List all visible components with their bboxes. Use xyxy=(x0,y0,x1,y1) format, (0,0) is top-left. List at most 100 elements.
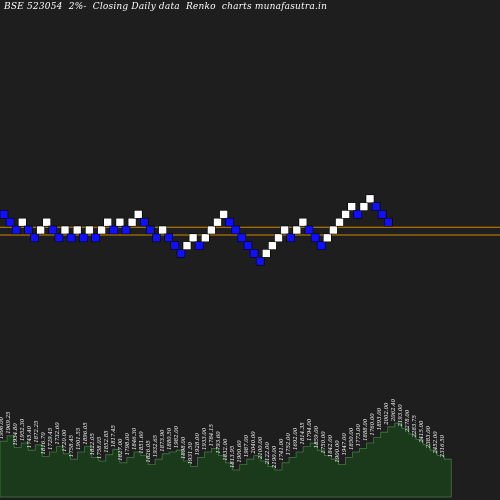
brick-price-label: 1900.60 xyxy=(237,440,243,463)
brick-price-label: 1773.00 xyxy=(356,424,362,447)
renko-brick-up xyxy=(341,210,350,219)
renko-brick-up xyxy=(329,225,338,235)
renko-brick-down xyxy=(79,233,88,243)
brick-price-label: 2122.00 xyxy=(265,442,271,466)
brick-price-label: 2278.00 xyxy=(405,409,411,433)
renko-brick-down xyxy=(11,225,21,235)
brick-price-label: 1873.90 xyxy=(160,429,166,452)
renko-brick-up xyxy=(158,225,167,235)
brick-price-label: 1852.85 xyxy=(104,430,110,453)
renko-brick-up xyxy=(298,217,308,227)
brick-price-label: 1827.00 xyxy=(118,438,124,461)
renko-brick-down xyxy=(24,225,33,235)
renko-brick-up xyxy=(201,233,210,243)
renko-brick-up xyxy=(268,241,277,250)
brick-price-label: 1741.00 xyxy=(279,438,285,461)
renko-brick-up xyxy=(292,225,302,235)
brick-price-label: 1888.00 xyxy=(363,418,369,441)
brick-price-label: 1928.00 xyxy=(195,433,201,456)
renko-brick-up xyxy=(359,202,369,211)
renko-brick-up xyxy=(103,217,112,227)
renko-brick-up xyxy=(60,225,70,235)
brick-price-label: 1745.40 xyxy=(27,425,33,448)
brick-price-label: 1952.30 xyxy=(20,418,26,441)
brick-price-label: 1832.00 xyxy=(223,438,229,461)
brick-price-label: 1872.25 xyxy=(34,420,40,443)
brick-price-label: 1758.45 xyxy=(69,434,75,457)
brick-price-label: 2193.00 xyxy=(398,404,404,428)
renko-brick-down xyxy=(170,241,180,250)
renko-brick-down xyxy=(194,241,204,250)
renko-brick-up xyxy=(207,225,216,235)
brick-price-label: 2062.40 xyxy=(391,398,397,422)
renko-brick-down xyxy=(249,249,259,258)
renko-brick-down xyxy=(5,217,15,227)
brick-price-label: 1969.25 xyxy=(6,411,12,434)
brick-price-label: 2316.50 xyxy=(440,434,446,458)
brick-price-label: 1752.00 xyxy=(286,433,292,456)
brick-price-label: 1859.00 xyxy=(314,425,320,448)
brick-price-label: 1893.00 xyxy=(377,407,383,430)
renko-brick-up xyxy=(127,217,137,227)
volume-layer xyxy=(0,422,452,498)
brick-price-label: 1842.00 xyxy=(328,434,334,457)
renko-brick-down xyxy=(225,217,234,227)
renko-brick-down xyxy=(255,256,265,266)
brick-price-label: 1850.00 xyxy=(349,427,355,450)
brick-price-label: 1931.50 xyxy=(188,442,194,465)
renko-brick-down xyxy=(383,217,393,227)
brick-price-label: 1896.05 xyxy=(83,422,89,445)
renko-brick-down xyxy=(310,233,320,243)
chart-title: BSE 523054 2%- Closing Daily data Renko … xyxy=(4,2,328,12)
brick-price-label: 1996.00 xyxy=(0,416,5,439)
renko-brick-up xyxy=(36,225,45,235)
renko-brick-up xyxy=(280,225,289,235)
renko-brick-down xyxy=(377,210,387,219)
brick-price-label: 1826.05 xyxy=(146,440,152,463)
renko-brick-down xyxy=(66,233,76,243)
renko-brick-up xyxy=(347,202,357,211)
brick-price-label: 1729.45 xyxy=(48,427,54,450)
brick-price-label: 1798.00 xyxy=(125,433,131,456)
brick-price-label: 1817.45 xyxy=(111,424,117,447)
brick-price-label: 1851.60 xyxy=(139,431,145,454)
renko-brick-down xyxy=(353,210,363,219)
renko-brick-down xyxy=(152,233,161,243)
brick-price-label: 1814.35 xyxy=(300,422,306,445)
renko-brick-up xyxy=(182,241,192,250)
brick-price-label: 1933.00 xyxy=(202,427,208,450)
brick-price-label: 1793.60 xyxy=(216,431,222,454)
renko-brick-up xyxy=(133,210,143,219)
renko-brick-down xyxy=(237,233,247,243)
renko-brick-down xyxy=(176,249,186,258)
renko-brick-down xyxy=(54,233,64,243)
renko-brick-up xyxy=(188,233,198,243)
brick-price-label: 1822.05 xyxy=(90,433,96,456)
renko-brick-down xyxy=(91,233,100,243)
brick-price-label: 1720.00 xyxy=(62,429,68,452)
renko-brick-down xyxy=(30,233,39,243)
renko-brick-down xyxy=(146,225,155,235)
brick-price-label: 2383.00 xyxy=(426,425,432,449)
brick-price-label: 1900.00 xyxy=(335,440,341,463)
renko-brick-down xyxy=(231,225,241,235)
brick-price-label: 1816.70 xyxy=(41,432,47,455)
volume-area xyxy=(0,422,452,498)
brick-price-label: 1987.00 xyxy=(244,434,250,457)
renko-brick-down xyxy=(121,225,131,235)
renko-brick-down xyxy=(316,241,326,250)
brick-price-label: 1982.00 xyxy=(174,425,180,448)
renko-brick-down xyxy=(140,217,149,227)
brick-price-label: 1760.00 xyxy=(370,413,376,436)
brick-price-label: 2452.00 xyxy=(433,431,439,455)
brick-price-label: 1947.00 xyxy=(342,433,348,456)
brick-price-label: 2415.00 xyxy=(419,420,425,444)
renko-brick-up xyxy=(85,225,94,235)
renko-bricks xyxy=(0,194,393,266)
brick-price-label: 1934.80 xyxy=(13,423,19,446)
brick-price-label: 1758.05 xyxy=(97,436,103,459)
renko-brick-up xyxy=(365,194,375,204)
